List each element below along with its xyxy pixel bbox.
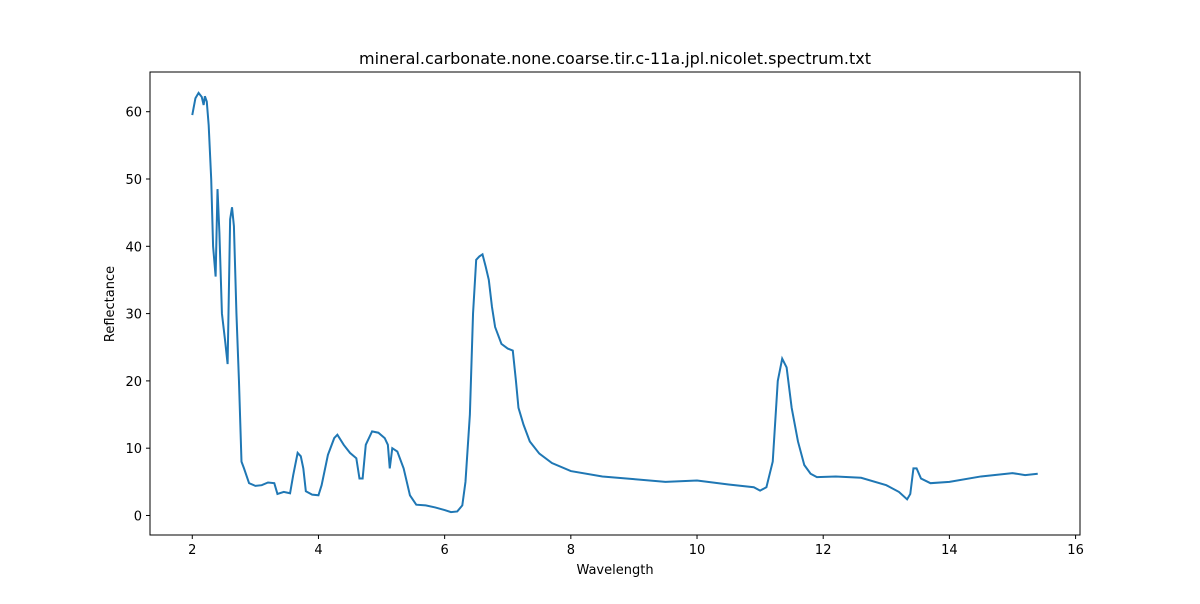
- x-tick-label: 12: [815, 543, 832, 558]
- y-tick-label: 60: [125, 106, 142, 121]
- y-tick-label: 20: [125, 375, 142, 390]
- x-tick-label: 10: [689, 543, 706, 558]
- y-axis-label: Reflectance: [103, 266, 118, 342]
- x-tick-label: 2: [188, 543, 196, 558]
- x-tick-label: 4: [314, 543, 322, 558]
- x-tick-label: 8: [567, 543, 575, 558]
- chart-title: mineral.carbonate.none.coarse.tir.c-11a.…: [359, 49, 871, 68]
- x-tick-label: 16: [1067, 543, 1084, 558]
- x-tick-label: 6: [441, 543, 449, 558]
- y-tick-label: 50: [125, 173, 142, 188]
- y-tick-label: 0: [134, 509, 142, 524]
- y-tick-label: 10: [125, 442, 142, 457]
- y-tick-label: 30: [125, 308, 142, 323]
- x-tick-label: 14: [941, 543, 958, 558]
- x-axis-label: Wavelength: [576, 563, 653, 578]
- y-tick-label: 40: [125, 240, 142, 255]
- data-line: [191, 91, 1038, 514]
- plot-frame: [149, 71, 1081, 536]
